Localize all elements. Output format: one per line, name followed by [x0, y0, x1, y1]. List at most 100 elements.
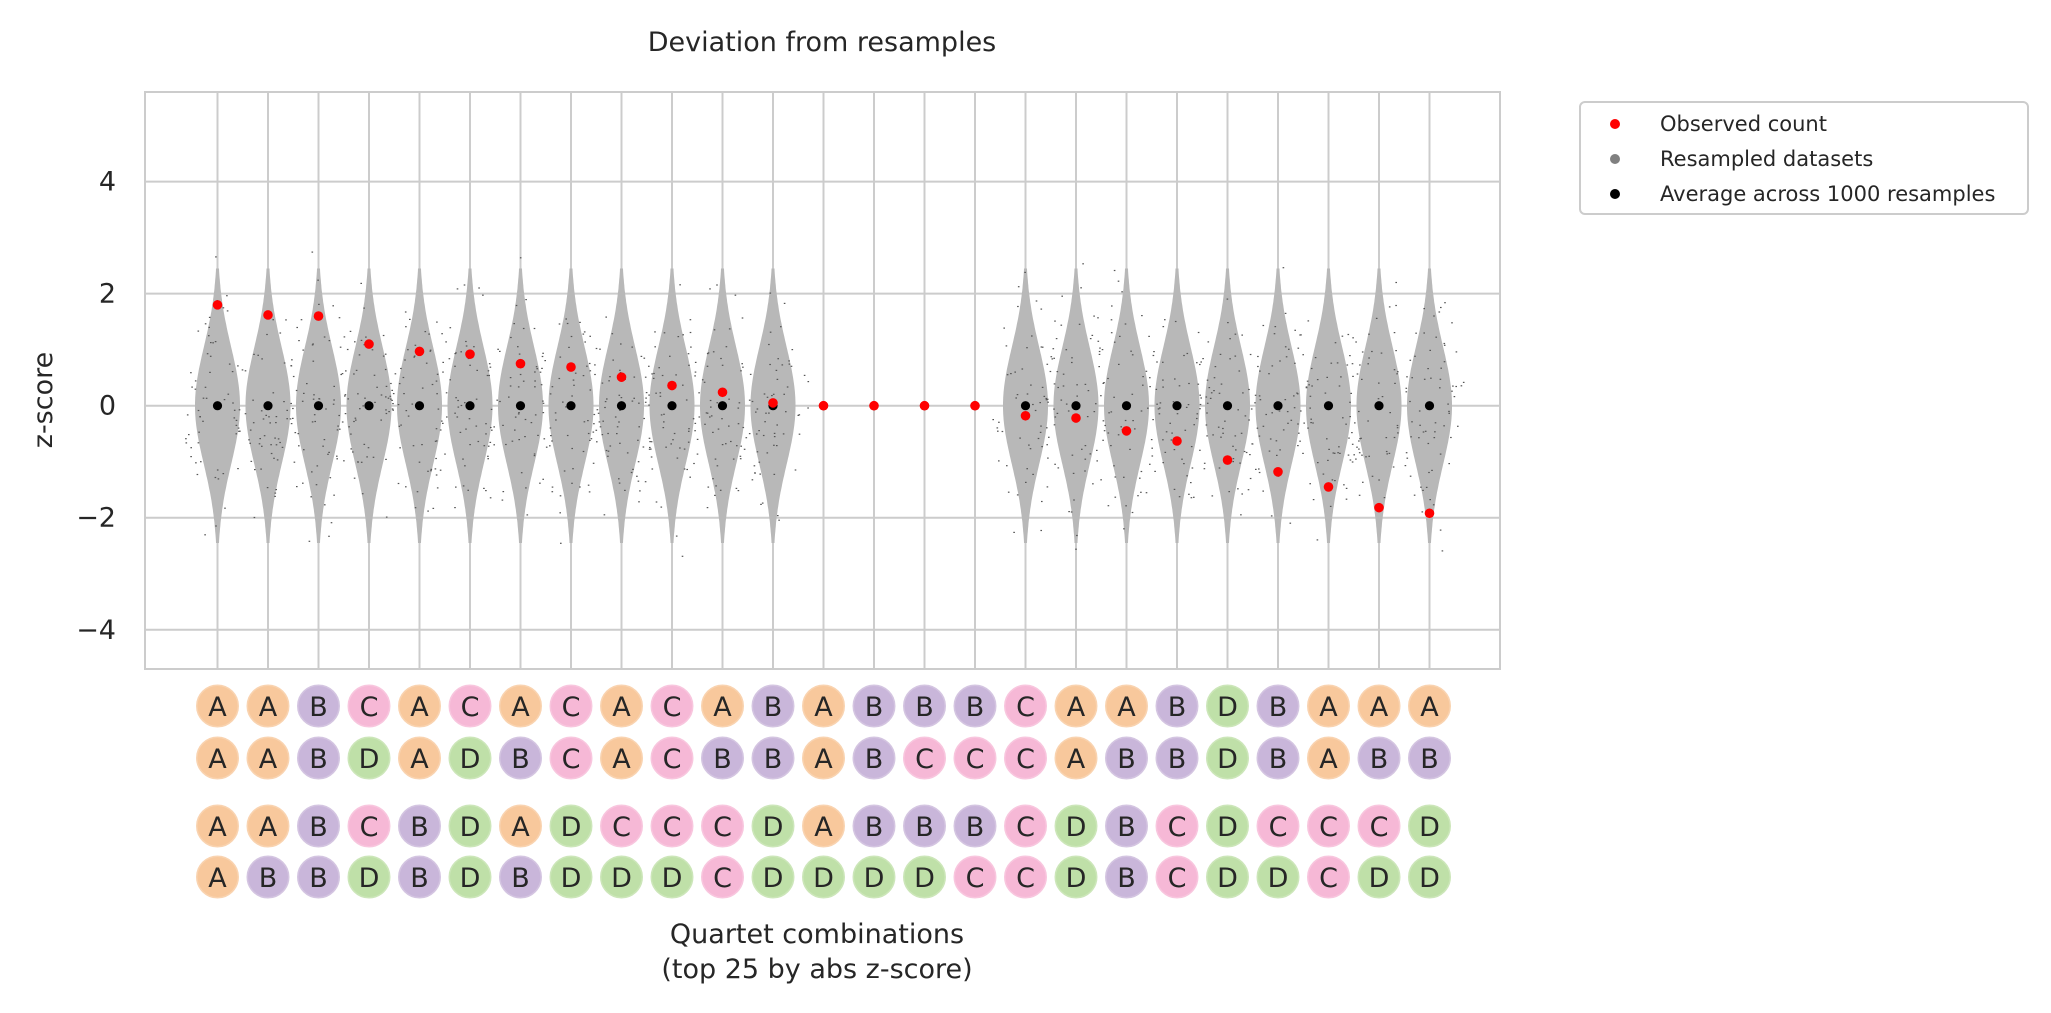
- resample-point: [797, 414, 800, 416]
- resample-point: [1237, 409, 1239, 411]
- resample-point: [1060, 399, 1063, 401]
- resample-point: [1368, 357, 1370, 359]
- resample-point: [534, 414, 537, 416]
- resample-point: [642, 446, 645, 448]
- resample-point: [704, 423, 706, 425]
- resample-point: [1314, 357, 1317, 359]
- resample-point: [358, 354, 361, 356]
- resample-points-8: [534, 318, 608, 544]
- resample-point: [1148, 335, 1150, 337]
- resample-point: [208, 335, 210, 337]
- resample-point: [707, 486, 710, 488]
- resample-point: [524, 418, 527, 421]
- resample-point: [1358, 452, 1361, 454]
- resample-point: [1040, 425, 1042, 427]
- resample-point: [360, 339, 363, 341]
- resample-point: [244, 370, 247, 372]
- observed-point-20: [1172, 436, 1182, 446]
- resample-point: [1245, 451, 1248, 454]
- resample-point: [565, 318, 567, 320]
- resample-point: [488, 363, 491, 365]
- resample-point: [252, 399, 254, 401]
- resample-point: [237, 427, 240, 429]
- letter-circle: [499, 684, 542, 728]
- resample-point: [693, 462, 695, 465]
- resample-point: [594, 364, 596, 366]
- resample-point: [1026, 347, 1028, 349]
- resample-point: [446, 416, 448, 418]
- resample-point: [542, 402, 545, 404]
- resample-point: [1076, 395, 1078, 397]
- resample-point: [291, 359, 293, 361]
- resample-point: [261, 445, 263, 447]
- observed-point-9: [616, 372, 627, 382]
- resample-point: [1262, 490, 1264, 492]
- observed-point-21: [1222, 455, 1233, 465]
- resample-point: [1039, 431, 1042, 433]
- resample-point: [273, 457, 275, 459]
- resample-point: [1095, 403, 1097, 405]
- resample-point: [341, 421, 344, 423]
- resample-point: [1235, 449, 1237, 451]
- resample-point: [518, 412, 520, 414]
- resample-point: [297, 433, 300, 435]
- resample-point: [766, 396, 769, 398]
- resample-point: [649, 446, 651, 449]
- resample-point: [216, 469, 219, 471]
- resample-point: [777, 358, 779, 360]
- letter-label: B: [1269, 744, 1288, 775]
- resample-points-10: [638, 284, 708, 557]
- resample-point: [1365, 456, 1367, 458]
- resample-point: [336, 429, 339, 431]
- resample-point: [1434, 431, 1436, 433]
- resample-point: [1032, 403, 1034, 406]
- resample-point: [1282, 429, 1285, 431]
- resample-point: [1351, 432, 1353, 434]
- observed-point-12: [768, 398, 778, 408]
- resample-point: [650, 448, 652, 450]
- resample-point: [571, 395, 573, 397]
- resample-point: [1350, 392, 1352, 394]
- resample-point: [346, 348, 349, 351]
- resample-point: [374, 401, 376, 403]
- resample-point: [534, 386, 536, 388]
- resample-point: [196, 473, 199, 476]
- resample-point: [1199, 408, 1201, 410]
- resample-point: [339, 428, 341, 430]
- y-tick-label-2: 0: [99, 391, 116, 422]
- letter-label: C: [966, 863, 985, 894]
- resample-point: [1249, 477, 1252, 480]
- resample-point: [551, 491, 554, 493]
- resample-point: [798, 433, 801, 435]
- letter-circle: [1256, 855, 1300, 899]
- resample-point: [644, 376, 647, 378]
- resample-point: [385, 412, 388, 415]
- resample-point: [490, 408, 493, 410]
- letter-circle: [802, 684, 845, 728]
- average-point-18: [1071, 401, 1081, 411]
- resample-point: [1141, 315, 1143, 317]
- observed-point-19: [1121, 426, 1132, 436]
- resample-point: [1013, 531, 1015, 533]
- resample-point: [611, 333, 614, 335]
- resample-point: [640, 355, 643, 357]
- resample-point: [1415, 332, 1417, 334]
- resample-point: [769, 292, 772, 294]
- resample-point: [363, 307, 365, 309]
- resample-point: [275, 416, 278, 418]
- letter-label: B: [915, 692, 934, 723]
- resample-point: [454, 365, 456, 367]
- letter-label: C: [1016, 692, 1035, 723]
- resample-point: [392, 403, 394, 405]
- resample-point: [1015, 397, 1017, 399]
- resample-point: [1388, 452, 1391, 454]
- resample-point: [405, 486, 407, 488]
- resample-point: [301, 400, 304, 402]
- resample-point: [1164, 451, 1167, 453]
- resample-point: [677, 336, 680, 338]
- letter-label: B: [915, 812, 934, 843]
- resample-point: [1200, 361, 1202, 363]
- resample-point: [1271, 365, 1274, 367]
